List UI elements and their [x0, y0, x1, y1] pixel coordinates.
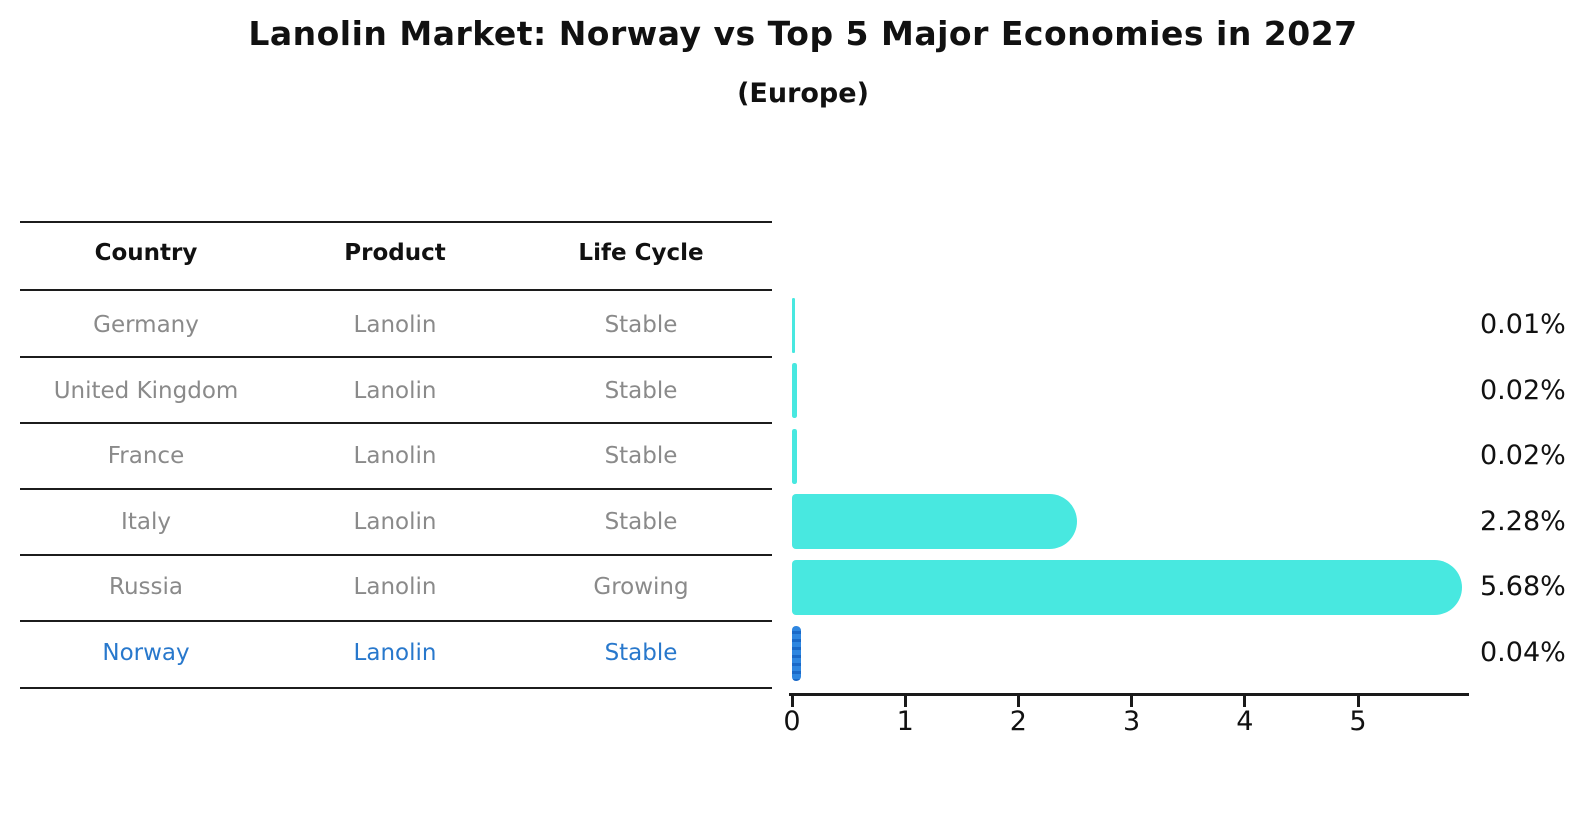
table-row-france: France Lanolin Stable: [0, 440, 790, 472]
x-axis-tick-label: 3: [1123, 706, 1141, 737]
bar-value-label: 2.28%: [1480, 505, 1566, 537]
chart-title: Lanolin Market: Norway vs Top 5 Major Ec…: [248, 14, 1358, 53]
cell-country: Norway: [102, 640, 190, 666]
cell-product: Lanolin: [353, 574, 437, 600]
column-header-country: Country: [94, 240, 198, 266]
chart-subtitle: (Europe): [737, 78, 869, 109]
table-bottom-border: [20, 687, 772, 689]
cell-product: Lanolin: [353, 509, 437, 535]
cell-product: Lanolin: [353, 378, 437, 404]
table-row-divider: [20, 488, 772, 490]
bar-value-label: 0.02%: [1480, 374, 1566, 406]
cell-life-cycle: Stable: [604, 640, 678, 666]
cell-product: Lanolin: [353, 640, 437, 666]
bar-united-kingdom: [792, 363, 797, 419]
table-row-germany: Germany Lanolin Stable: [0, 309, 790, 341]
table-row-russia: Russia Lanolin Growing: [0, 571, 790, 603]
table-header-row: Country Product Life Cycle: [0, 237, 790, 269]
cell-product: Lanolin: [353, 312, 437, 338]
cell-country: Germany: [93, 312, 199, 338]
table-header-border: [20, 289, 772, 291]
cell-life-cycle: Stable: [604, 378, 678, 404]
column-header-product: Product: [344, 240, 446, 266]
x-axis-tick: [1016, 696, 1020, 707]
bar-italy: [792, 494, 1078, 550]
bar-germany: [792, 297, 795, 353]
bar-value-label: 5.68%: [1480, 571, 1566, 603]
table-top-border: [20, 221, 772, 223]
cell-life-cycle: Stable: [604, 509, 678, 535]
x-axis-tick: [903, 696, 907, 707]
cell-life-cycle: Growing: [593, 574, 689, 600]
x-axis-tick: [1243, 696, 1247, 707]
bar-value-label: 0.01%: [1480, 309, 1566, 340]
table-row-divider: [20, 554, 772, 556]
table-row-united-kingdom: United Kingdom Lanolin Stable: [0, 375, 790, 407]
table-row-divider: [20, 356, 772, 358]
column-header-life-cycle: Life Cycle: [578, 240, 704, 266]
table-row-norway: Norway Lanolin Stable: [0, 637, 790, 669]
table-row-divider: [20, 422, 772, 424]
table-row-divider: [20, 620, 772, 622]
bar-france: [792, 428, 797, 484]
cell-life-cycle: Stable: [604, 443, 678, 469]
cell-product: Lanolin: [353, 443, 437, 469]
cell-country: Italy: [121, 509, 171, 535]
x-axis-tick: [1130, 696, 1134, 707]
table-row-italy: Italy Lanolin Stable: [0, 506, 790, 538]
cell-country: United Kingdom: [53, 378, 239, 404]
cell-country: Russia: [109, 574, 183, 600]
x-axis-tick: [790, 696, 794, 707]
bar-value-label: 0.02%: [1480, 440, 1566, 472]
x-axis-tick-label: 1: [896, 706, 914, 737]
bar-russia: [792, 559, 1462, 615]
x-axis-line: [789, 693, 1469, 696]
bar-value-label: 0.04%: [1480, 637, 1566, 668]
x-axis-tick-label: 4: [1236, 706, 1254, 737]
x-axis-tick-label: 0: [783, 706, 801, 737]
bar-norway: [792, 625, 802, 681]
x-axis-tick: [1356, 696, 1360, 707]
x-axis-tick-label: 5: [1349, 706, 1367, 737]
x-axis-tick-label: 2: [1009, 706, 1027, 737]
cell-life-cycle: Stable: [604, 312, 678, 338]
cell-country: France: [107, 443, 185, 469]
